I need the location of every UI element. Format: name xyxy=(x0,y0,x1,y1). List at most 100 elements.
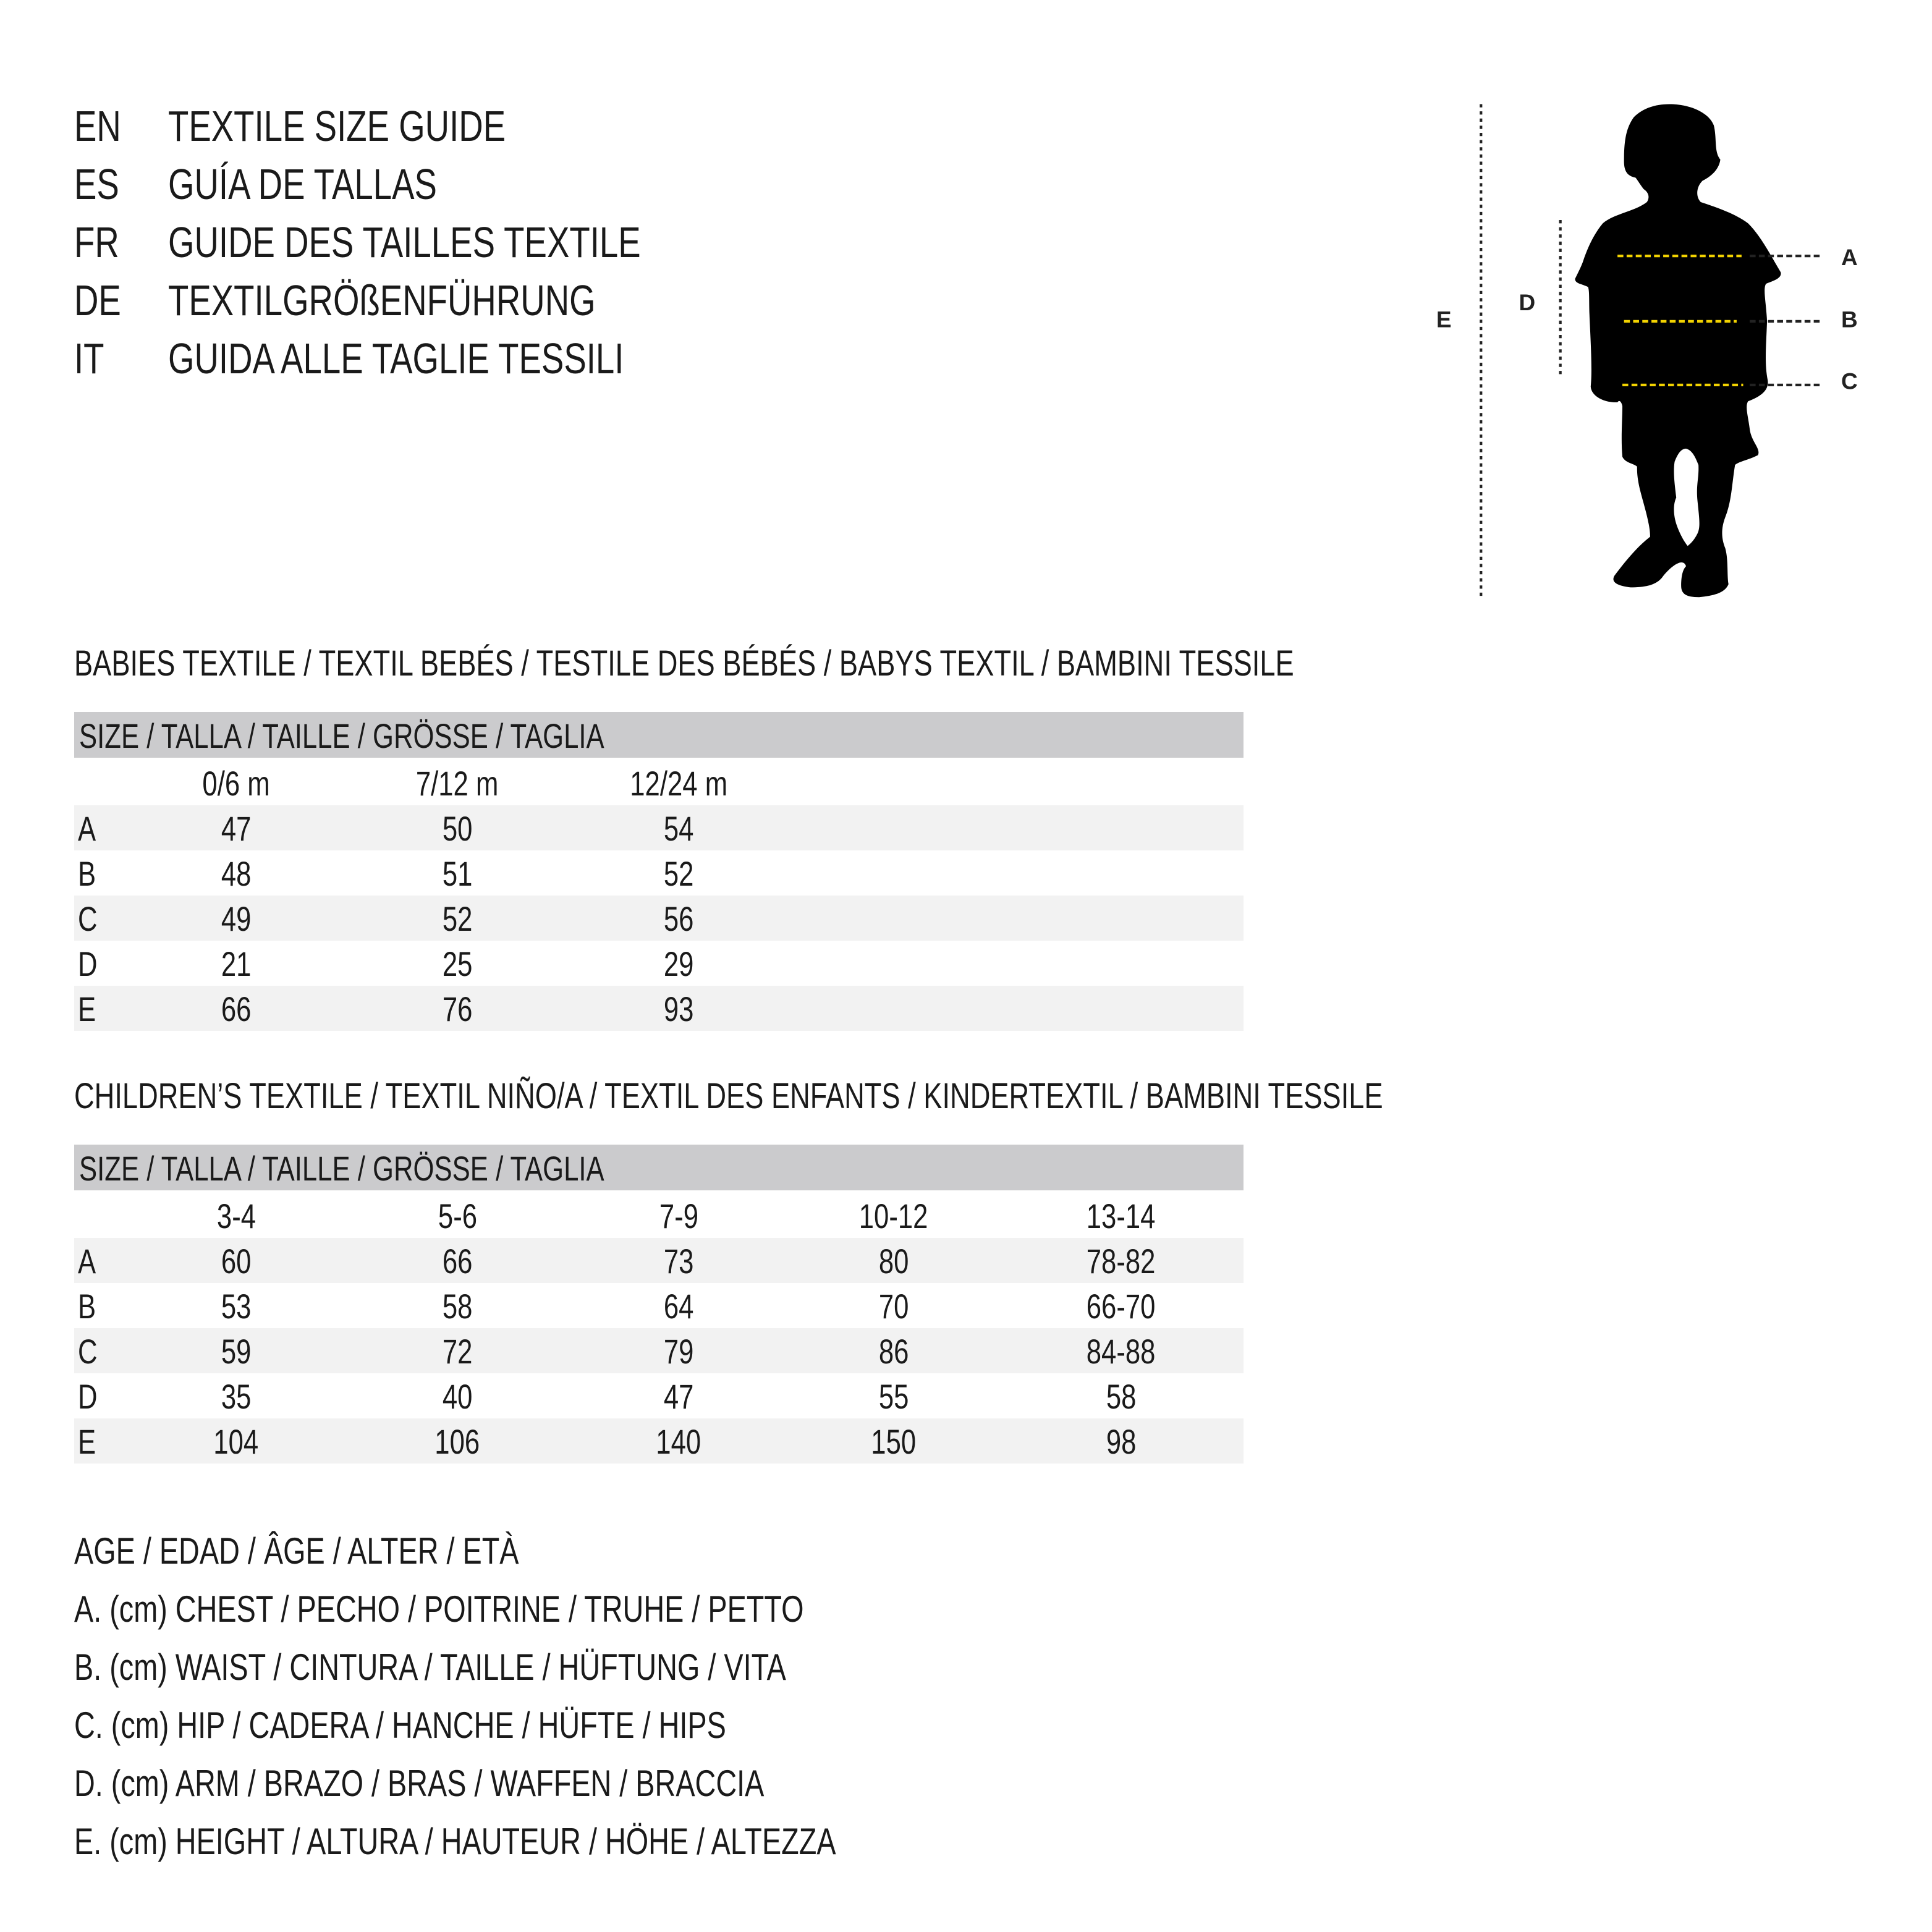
size-header-text: SIZE / TALLA / TAILLE / GRÖSSE / TAGLIA xyxy=(79,1149,604,1188)
table-cell: 51 xyxy=(442,854,473,893)
legend-text: A. (cm) CHEST / PECHO / POITRINE / TRUHE… xyxy=(74,1588,804,1630)
table-cell: 35 xyxy=(221,1377,252,1416)
row-label: A xyxy=(78,1242,96,1281)
legend-item: E. (cm) HEIGHT / ALTURA / HAUTEUR / HÖHE… xyxy=(74,1813,1051,1871)
child-measurement-figure: A B C D E xyxy=(1436,104,1858,598)
legend-text: E. (cm) HEIGHT / ALTURA / HAUTEUR / HÖHE… xyxy=(74,1821,836,1862)
column-header: 7-9 xyxy=(659,1197,698,1235)
title-text: TEXTILGRÖßENFÜHRUNG xyxy=(168,276,596,324)
title-fr: FR GUIDE DES TAILLES TEXTILE xyxy=(0,213,865,271)
table-cell: 56 xyxy=(663,899,694,938)
table-cell: 86 xyxy=(878,1332,909,1371)
row-label: E xyxy=(78,1422,96,1461)
table-cell: 47 xyxy=(663,1377,694,1416)
table-row: A 47 50 54 xyxy=(74,805,1244,850)
table-cell: 40 xyxy=(442,1377,473,1416)
table-cell: 84-88 xyxy=(1087,1332,1156,1371)
row-label: B xyxy=(78,1287,96,1326)
title-de: DE TEXTILGRÖßENFÜHRUNG xyxy=(0,271,865,329)
table-cell: 73 xyxy=(663,1242,694,1281)
row-label: C xyxy=(78,1332,98,1371)
label-b: B xyxy=(1841,307,1858,332)
legend-text: D. (cm) ARM / BRAZO / BRAS / WAFFEN / BR… xyxy=(74,1763,765,1804)
title-it: IT GUIDA ALLE TAGLIE TESSILI xyxy=(0,329,865,388)
table-cell: 106 xyxy=(434,1422,480,1461)
table-cell: 140 xyxy=(656,1422,701,1461)
legend-item: B. (cm) WAIST / CINTURA / TAILLE / HÜFTU… xyxy=(74,1638,987,1697)
column-header: 7/12 m xyxy=(416,764,499,803)
table-row: C 49 52 56 xyxy=(74,896,1244,941)
table-cell: 50 xyxy=(442,809,473,848)
babies-section-title: BABIES TEXTILE / TEXTIL BEBÉS / TESTILE … xyxy=(74,643,1638,684)
section-title-text: BABIES TEXTILE / TEXTIL BEBÉS / TESTILE … xyxy=(74,643,1294,684)
table-cell: 93 xyxy=(663,989,694,1028)
table-cell: 47 xyxy=(221,809,252,848)
table-cell: 64 xyxy=(663,1287,694,1326)
row-label: B xyxy=(78,854,96,893)
label-e: E xyxy=(1436,307,1452,332)
table-cell: 98 xyxy=(1106,1422,1137,1461)
column-header: 13-14 xyxy=(1087,1197,1156,1235)
table-cell: 66-70 xyxy=(1087,1287,1156,1326)
lang-code: IT xyxy=(74,334,104,383)
table-cell: 53 xyxy=(221,1287,252,1326)
table-cell: 58 xyxy=(1106,1377,1137,1416)
size-header-bar: SIZE / TALLA / TAILLE / GRÖSSE / TAGLIA xyxy=(74,712,1244,758)
lang-code: FR xyxy=(74,218,119,266)
column-header-row: 3-4 5-6 7-9 10-12 13-14 xyxy=(74,1193,1244,1238)
table-cell: 48 xyxy=(221,854,252,893)
table-cell: 49 xyxy=(221,899,252,938)
leg-gap xyxy=(1674,448,1700,546)
title-text: GUIDA ALLE TAGLIE TESSILI xyxy=(168,334,624,383)
table-cell: 29 xyxy=(663,944,694,983)
column-header: 3-4 xyxy=(216,1197,256,1235)
size-header-text: SIZE / TALLA / TAILLE / GRÖSSE / TAGLIA xyxy=(79,716,604,755)
title-text: TEXTILE SIZE GUIDE xyxy=(168,102,506,150)
table-cell: 72 xyxy=(442,1332,473,1371)
row-label: E xyxy=(78,989,96,1028)
title-en: EN TEXTILE SIZE GUIDE xyxy=(0,97,865,155)
table-cell: 54 xyxy=(663,809,694,848)
table-row: B 53 58 64 70 66-70 xyxy=(74,1283,1244,1328)
legend-item: A. (cm) CHEST / PECHO / POITRINE / TRUHE… xyxy=(74,1580,1010,1638)
table-cell: 70 xyxy=(878,1287,909,1326)
column-header: 5-6 xyxy=(438,1197,477,1235)
table-cell: 66 xyxy=(442,1242,473,1281)
legend-text: B. (cm) WAIST / CINTURA / TAILLE / HÜFTU… xyxy=(74,1646,786,1688)
table-cell: 76 xyxy=(442,989,473,1028)
table-row: E 104 106 140 150 98 xyxy=(74,1418,1244,1464)
table-row: C 59 72 79 86 84-88 xyxy=(74,1328,1244,1373)
table-row: A 60 66 73 80 78-82 xyxy=(74,1238,1244,1283)
column-header: 0/6 m xyxy=(202,764,270,803)
title-text: GUIDE DES TAILLES TEXTILE xyxy=(168,218,641,266)
size-header-bar: SIZE / TALLA / TAILLE / GRÖSSE / TAGLIA xyxy=(74,1145,1244,1190)
table-cell: 150 xyxy=(871,1422,917,1461)
row-label: D xyxy=(78,1377,98,1416)
table-cell: 52 xyxy=(663,854,694,893)
legend-item: C. (cm) HIP / CADERA / HANCHE / HÜFTE / … xyxy=(74,1697,910,1755)
column-header: 12/24 m xyxy=(630,764,727,803)
table-cell: 25 xyxy=(442,944,473,983)
section-title-text: CHILDREN’S TEXTILE / TEXTIL NIÑO/A / TEX… xyxy=(74,1076,1383,1116)
table-cell: 60 xyxy=(221,1242,252,1281)
column-header: 10-12 xyxy=(859,1197,928,1235)
legend-text: C. (cm) HIP / CADERA / HANCHE / HÜFTE / … xyxy=(74,1705,726,1746)
column-header-row: 0/6 m 7/12 m 12/24 m xyxy=(74,760,1244,805)
lang-code: ES xyxy=(74,160,119,208)
row-label: A xyxy=(78,809,96,848)
table-cell: 55 xyxy=(878,1377,909,1416)
lang-code: DE xyxy=(74,276,121,324)
table-cell: 52 xyxy=(442,899,473,938)
table-row: D 35 40 47 55 58 xyxy=(74,1373,1244,1418)
children-section-title: CHILDREN’S TEXTILE / TEXTIL NIÑO/A / TEX… xyxy=(74,1075,1752,1117)
table-cell: 79 xyxy=(663,1332,694,1371)
table-cell: 80 xyxy=(878,1242,909,1281)
table-cell: 58 xyxy=(442,1287,473,1326)
row-label: C xyxy=(78,899,98,938)
table-row: D 21 25 29 xyxy=(74,941,1244,986)
table-row: E 66 76 93 xyxy=(74,986,1244,1031)
label-d: D xyxy=(1519,290,1536,315)
label-a: A xyxy=(1841,245,1858,270)
table-cell: 21 xyxy=(221,944,252,983)
title-text: GUÍA DE TALLAS xyxy=(168,160,437,208)
